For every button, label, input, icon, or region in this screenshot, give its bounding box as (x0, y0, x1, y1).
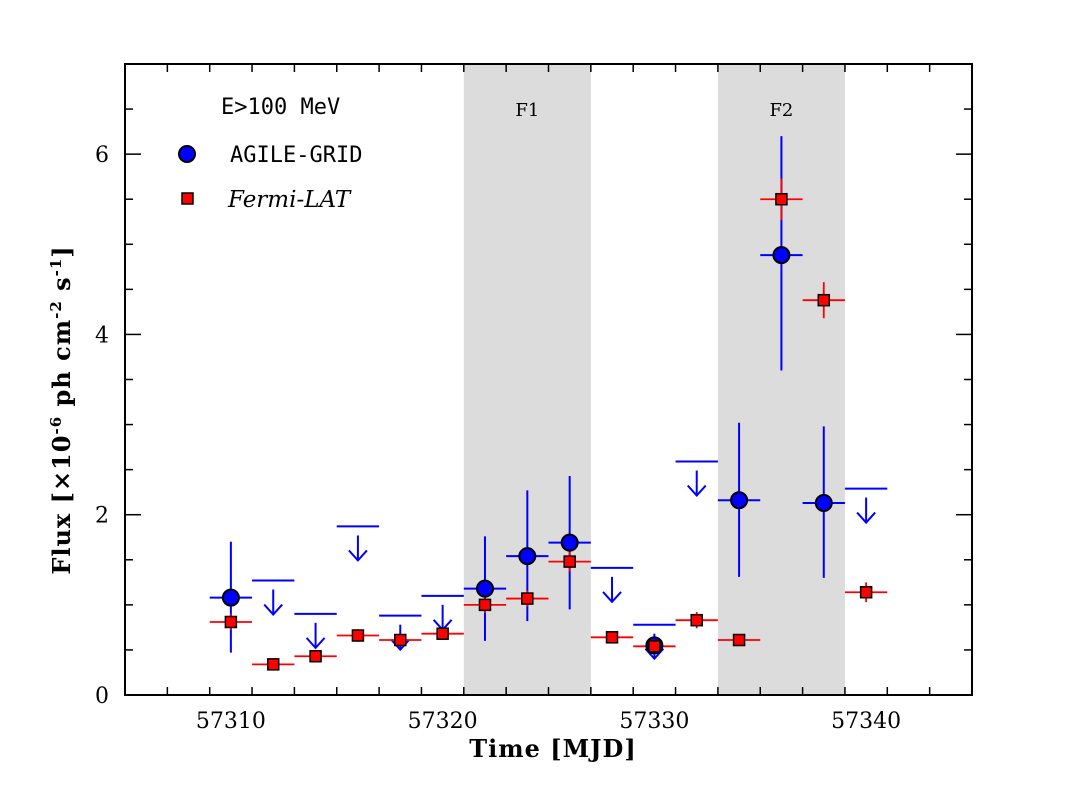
tick-labels: 57310 57320 57330 57340 0 2 4 6 (95, 143, 901, 734)
y-tick-label: 0 (95, 684, 109, 709)
agile-upper-limit (336, 525, 380, 562)
fermi-point (394, 633, 407, 647)
agile-upper-limit (844, 487, 888, 525)
y-title-exp-3: -1 (47, 258, 65, 277)
fermi-point (224, 615, 238, 629)
legend-agile-marker (178, 145, 196, 163)
agile-upper-limit (294, 612, 337, 650)
fermi-point (859, 585, 873, 599)
fermi-point (817, 293, 831, 307)
agile-point (772, 246, 791, 265)
x-tick-label: 57320 (408, 709, 478, 734)
y-tick-label: 4 (95, 323, 109, 348)
y-title-exp-2: -2 (47, 300, 65, 319)
legend-fermi-label: Fermi-LAT (227, 187, 352, 213)
agile-upper-limit (421, 594, 464, 632)
agile-point (221, 588, 240, 607)
energy-label: E>100 MeV (221, 95, 340, 120)
y-title-part-1: Flux [×10 (47, 435, 76, 575)
y-title-part-2: ph cm (47, 319, 76, 416)
x-tick-label: 57310 (196, 709, 266, 734)
y-title-part-4: ] (47, 245, 76, 257)
band-label-f1: F1 (515, 100, 539, 121)
fermi-point (690, 613, 703, 627)
fermi-point (309, 649, 322, 663)
plot-frame (124, 63, 973, 696)
band-label-f2: F2 (769, 100, 793, 121)
flare-bands: F1 F2 (463, 64, 845, 695)
fermi-point (775, 192, 788, 206)
fermi-point (605, 631, 619, 644)
fermi-point (563, 555, 576, 568)
agile-point (730, 491, 749, 510)
fermi-point (266, 658, 280, 671)
agile-upper-limit (252, 579, 295, 617)
fermi-point (648, 640, 661, 653)
fermi-point (351, 629, 365, 642)
agile-point (475, 579, 494, 598)
agile-upper-limit (590, 566, 634, 604)
y-tick-label: 2 (95, 504, 109, 529)
x-axis-title: Time [MJD] (469, 734, 636, 763)
fermi-point (521, 592, 534, 605)
y-tick-label: 6 (95, 143, 109, 168)
fermi-point (732, 633, 746, 647)
y-axis-title: Flux [×10-6 ph cm-2 s-1] (47, 245, 76, 574)
agile-point (518, 547, 537, 566)
data-points (209, 136, 888, 671)
agile-point (814, 493, 833, 512)
legend-agile-label: AGILE-GRID (230, 143, 362, 168)
agile-upper-limit (675, 460, 718, 498)
y-title-exp-1: -6 (47, 416, 65, 435)
legend-fermi-marker (181, 192, 194, 205)
x-tick-label: 57330 (619, 709, 689, 734)
y-title-part-3: s (47, 276, 76, 300)
legend: E>100 MeV AGILE-GRID Fermi-LAT (178, 95, 362, 213)
fermi-point (436, 627, 449, 640)
x-tick-label: 57340 (831, 709, 901, 734)
fermi-point (478, 598, 492, 612)
agile-point (560, 533, 579, 552)
